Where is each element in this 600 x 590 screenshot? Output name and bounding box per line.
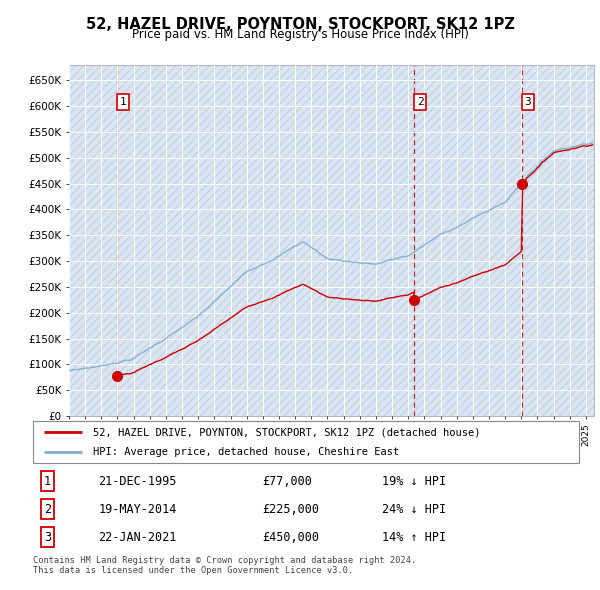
- Text: 1: 1: [44, 475, 51, 488]
- Text: 24% ↓ HPI: 24% ↓ HPI: [382, 503, 446, 516]
- Text: 52, HAZEL DRIVE, POYNTON, STOCKPORT, SK12 1PZ: 52, HAZEL DRIVE, POYNTON, STOCKPORT, SK1…: [86, 17, 514, 31]
- Text: 19% ↓ HPI: 19% ↓ HPI: [382, 475, 446, 488]
- Text: 2: 2: [417, 97, 424, 107]
- Text: 1: 1: [119, 97, 126, 107]
- FancyBboxPatch shape: [33, 421, 579, 463]
- Text: 19-MAY-2014: 19-MAY-2014: [98, 503, 177, 516]
- Text: 3: 3: [44, 530, 51, 543]
- Text: 52, HAZEL DRIVE, POYNTON, STOCKPORT, SK12 1PZ (detached house): 52, HAZEL DRIVE, POYNTON, STOCKPORT, SK1…: [93, 427, 481, 437]
- Text: 22-JAN-2021: 22-JAN-2021: [98, 530, 177, 543]
- Text: £77,000: £77,000: [262, 475, 312, 488]
- Text: 3: 3: [524, 97, 532, 107]
- Text: 21-DEC-1995: 21-DEC-1995: [98, 475, 177, 488]
- Text: Price paid vs. HM Land Registry's House Price Index (HPI): Price paid vs. HM Land Registry's House …: [131, 28, 469, 41]
- Text: £450,000: £450,000: [262, 530, 319, 543]
- Text: Contains HM Land Registry data © Crown copyright and database right 2024.
This d: Contains HM Land Registry data © Crown c…: [33, 556, 416, 575]
- Text: HPI: Average price, detached house, Cheshire East: HPI: Average price, detached house, Ches…: [93, 447, 400, 457]
- Text: 14% ↑ HPI: 14% ↑ HPI: [382, 530, 446, 543]
- Text: £225,000: £225,000: [262, 503, 319, 516]
- Text: 2: 2: [44, 503, 51, 516]
